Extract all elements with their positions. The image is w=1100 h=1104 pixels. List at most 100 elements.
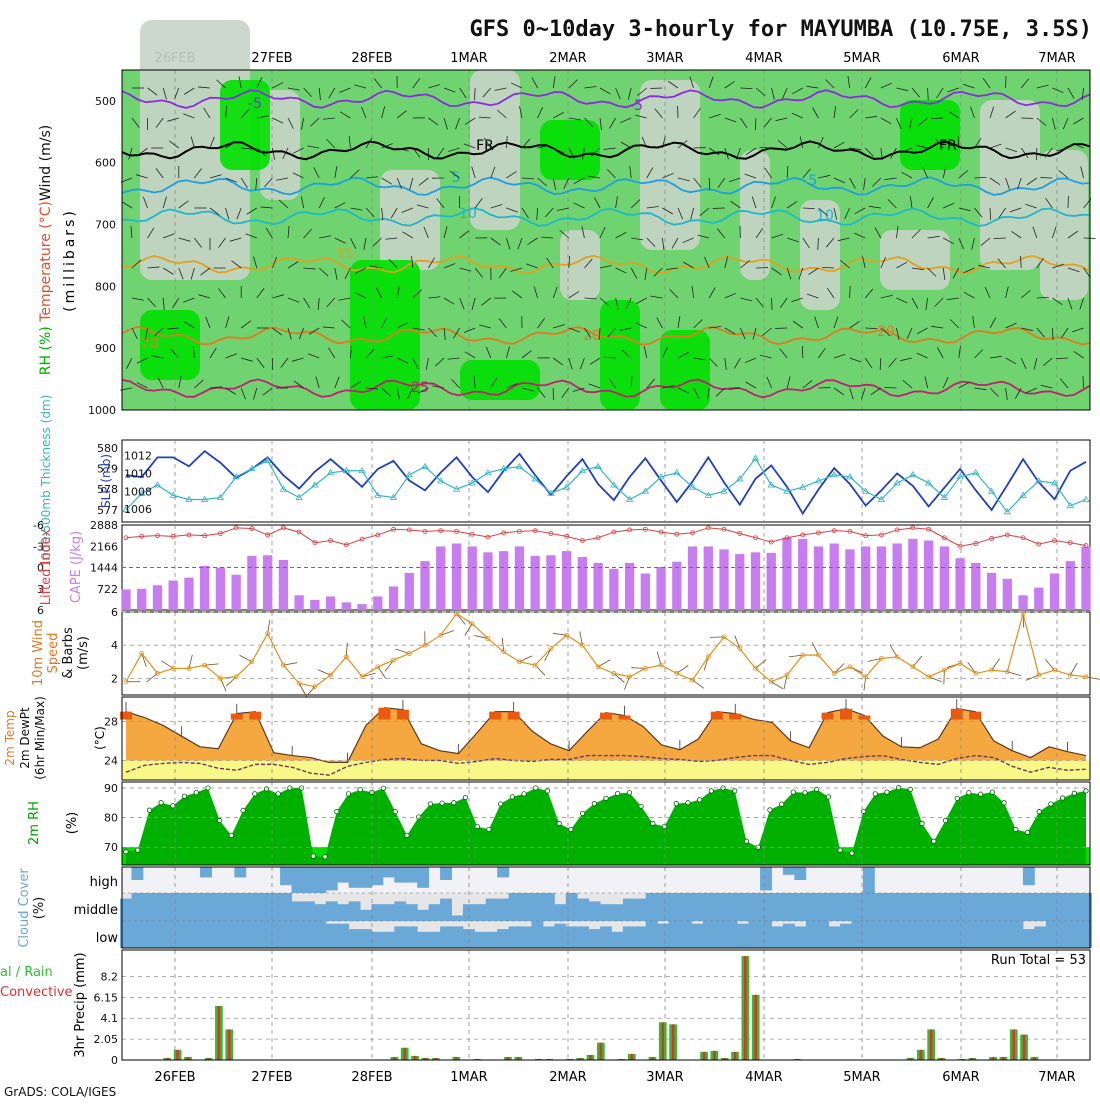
middle-cloud-bar	[451, 915, 463, 921]
middle-cloud-bar	[863, 893, 875, 921]
cape-bar	[1066, 561, 1075, 610]
low-cloud-bar	[1069, 921, 1081, 948]
tick-label: 70	[104, 841, 118, 854]
middle-cloud-bar	[669, 893, 681, 921]
axis-label: (%)	[65, 812, 80, 835]
cape-bar	[735, 554, 744, 610]
cape-bar	[531, 556, 540, 610]
precip-convective-bar	[661, 1022, 664, 1060]
cape-bar	[436, 546, 445, 610]
panel-frame	[122, 440, 1090, 522]
precip-legend-convective: Convective	[0, 985, 73, 1000]
cape-bar	[672, 562, 681, 610]
cape-bar	[656, 567, 665, 610]
precip-convective-bar	[1012, 1029, 1015, 1060]
low-cloud-bar	[257, 921, 269, 948]
isotherm-label: -5	[629, 98, 643, 114]
tick-label: 1444	[90, 562, 118, 575]
low-cloud-bar	[303, 921, 315, 948]
rh-marker	[557, 821, 561, 825]
middle-cloud-bar	[840, 893, 852, 921]
low-cloud-bar	[429, 932, 441, 948]
thickness-marker	[1083, 497, 1089, 502]
temperature-peak	[618, 716, 630, 720]
cape-bar	[971, 563, 980, 610]
low-cloud-bar	[954, 921, 966, 948]
middle-cloud-bar	[989, 893, 1001, 921]
low-cloud-bar	[657, 924, 669, 948]
low-cloud-bar	[691, 924, 703, 948]
cape-bar	[499, 551, 508, 610]
dewpoint-fill	[122, 760, 1090, 780]
low-cloud-bar	[360, 929, 372, 948]
low-cloud-bar	[726, 921, 738, 948]
middle-cloud-bar	[189, 893, 201, 921]
tick-label: 1010	[124, 467, 152, 480]
high-cloud-bar	[280, 867, 292, 885]
date-label: 7MAR	[1038, 1070, 1075, 1085]
middle-cloud-bar	[703, 893, 715, 921]
low-cloud-bar	[989, 921, 1001, 948]
rh-marker	[826, 795, 830, 799]
middle-cloud-bar	[611, 904, 623, 921]
axis-label: (millibars)	[62, 208, 78, 312]
cape-bar	[798, 539, 807, 610]
low-cloud-bar	[406, 926, 418, 948]
middle-cloud-bar	[577, 899, 589, 921]
precip-convective-bar	[218, 1006, 221, 1060]
cape-bar	[908, 539, 917, 610]
middle-cloud-bar	[1023, 893, 1035, 921]
tick-label: 1006	[124, 503, 152, 516]
cape-bar	[641, 574, 650, 610]
isotherm-label: 20	[141, 336, 159, 352]
low-cloud-bar	[909, 921, 921, 948]
axis-label-line: 2m DewPt	[18, 707, 32, 769]
low-cloud-bar	[509, 926, 521, 948]
middle-cloud-bar	[394, 901, 406, 921]
tick-label: 600	[95, 157, 116, 170]
cape-bar	[940, 546, 949, 610]
cape-bar	[955, 558, 964, 610]
rh-marker	[323, 855, 327, 859]
low-cloud-bar	[486, 932, 498, 948]
rh-marker	[487, 827, 491, 831]
precip-convective-bar	[744, 956, 747, 1060]
cloud-level-label: low	[96, 931, 119, 946]
middle-cloud-bar	[1011, 893, 1023, 921]
rh-marker	[569, 827, 573, 831]
cape-bar	[137, 589, 146, 610]
low-cloud-bar	[371, 932, 383, 948]
cape-bar	[342, 602, 351, 610]
rh-marker	[136, 848, 140, 852]
cape-bar	[719, 549, 728, 610]
cape-bar	[1018, 595, 1027, 610]
cape-bar	[767, 553, 776, 610]
middle-cloud-bar	[406, 904, 418, 921]
precip-legend-total: al / Rain	[0, 965, 53, 980]
isotherm-label: 10	[816, 208, 834, 224]
rh-marker	[580, 811, 584, 815]
high-cloud-bar	[394, 867, 406, 883]
rh-marker	[393, 809, 397, 813]
high-cloud-bar	[863, 867, 875, 893]
middle-cloud-bar	[794, 893, 806, 921]
high-cloud-bar	[371, 867, 383, 885]
temperature-peak	[711, 712, 723, 720]
rh-marker	[428, 802, 432, 806]
low-cloud-bar	[611, 932, 623, 948]
cape-bar	[232, 575, 241, 610]
precip-convective-bar	[713, 1051, 716, 1060]
rh-marker	[346, 792, 350, 796]
rh-marker	[651, 821, 655, 825]
middle-cloud-bar	[977, 893, 989, 921]
middle-cloud-bar	[874, 893, 886, 921]
middle-cloud-bar	[1057, 893, 1069, 921]
date-label: 5MAR	[843, 1070, 880, 1085]
rh-marker	[943, 818, 947, 822]
date-label: 27FEB	[251, 1070, 292, 1085]
rh-dry-patch	[980, 100, 1040, 270]
middle-cloud-bar	[886, 893, 898, 921]
cape-bar	[310, 600, 319, 610]
